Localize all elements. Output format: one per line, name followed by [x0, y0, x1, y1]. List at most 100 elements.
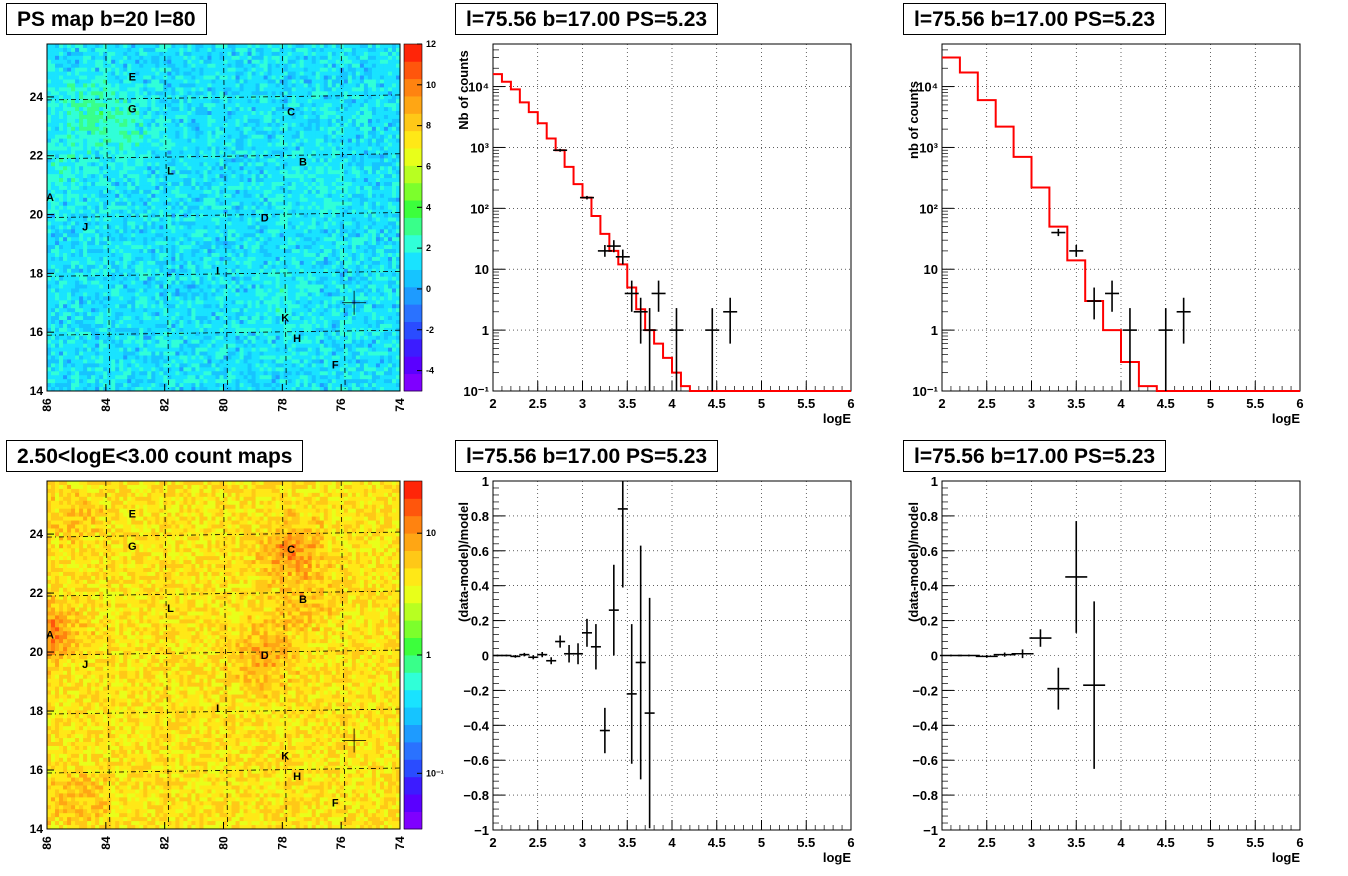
- ps_map-cell: [247, 59, 252, 65]
- ps_map-cell: [219, 67, 224, 72]
- ps_map-cell: [79, 268, 84, 274]
- ps_map-cell: [83, 44, 88, 49]
- ps_map-cell: [111, 79, 116, 84]
- ps_map-cell: [211, 209, 216, 214]
- ps_map-cell: [215, 114, 220, 120]
- ps_map-cell: [87, 182, 92, 187]
- ps_map-cell: [183, 174, 188, 179]
- ps_map-cell: [131, 343, 136, 349]
- ps_map-cell: [239, 189, 244, 195]
- ps_map-cell: [191, 79, 196, 84]
- ps_map-cell: [207, 367, 212, 372]
- ps_map-cell: [187, 114, 192, 120]
- ps_map-cell: [107, 241, 112, 246]
- ps_map-cell: [71, 71, 76, 76]
- ps_map-cell: [195, 272, 200, 278]
- ps_map-cell: [199, 162, 204, 167]
- ps_map-cell: [267, 225, 273, 230]
- ps_map-cell: [91, 260, 96, 266]
- ps_map-cell: [243, 205, 248, 211]
- ps_map-cell: [151, 347, 156, 352]
- ps_map-cell: [67, 146, 72, 151]
- ps_map-cell: [187, 134, 192, 140]
- ps_map-cell: [195, 146, 200, 151]
- ps_map-cell: [183, 379, 188, 384]
- ps_map-cell: [63, 264, 68, 270]
- ps_map-cell: [155, 83, 160, 88]
- ps_map-cell: [223, 193, 228, 199]
- ps_map-cell: [51, 316, 56, 321]
- ps_map-cell: [267, 122, 273, 128]
- ps_map-cell: [243, 225, 248, 230]
- ps_map-cell: [123, 213, 128, 218]
- ps_map-cell: [243, 134, 248, 140]
- ps_map-cell: [175, 335, 180, 341]
- ps_map-cell: [243, 304, 248, 309]
- ps_map-cell: [203, 280, 208, 285]
- ps_map-cell: [267, 221, 273, 226]
- ps_map-cell: [243, 363, 248, 368]
- ps_map-cell: [219, 359, 224, 364]
- ps_map-cell: [139, 75, 144, 80]
- ps_map-cell: [239, 367, 244, 372]
- ps_map-cell: [183, 182, 188, 187]
- ps_map-cell: [55, 351, 60, 356]
- ps_map-cell: [131, 284, 136, 289]
- ps_map-cell: [71, 130, 76, 136]
- ps_map-cell: [171, 47, 176, 53]
- ps_map-cell: [175, 170, 180, 175]
- ps_map-cell: [183, 44, 188, 49]
- ps_map-cell: [103, 138, 108, 143]
- ps_map-cell: [115, 387, 120, 392]
- ps_map-cell: [179, 150, 184, 155]
- ps_map-cell: [239, 387, 244, 392]
- ps_map-cell: [63, 249, 68, 254]
- ps_map-cell: [63, 71, 68, 76]
- ps_map-cell: [95, 260, 100, 266]
- ps_map-cell: [107, 264, 112, 270]
- ps_map-cell: [183, 205, 188, 211]
- ps_map-cell: [107, 296, 112, 301]
- ps_map-cell: [203, 182, 208, 187]
- ps_map-cell: [219, 150, 224, 155]
- ps_map-cell: [59, 99, 64, 104]
- ps_map-cell: [123, 272, 128, 278]
- ps_map-cell: [199, 107, 204, 112]
- ps_map-cell: [263, 241, 269, 246]
- ps_map-cell: [223, 138, 228, 143]
- ps_map-cell: [111, 150, 116, 155]
- ps_map-cell: [95, 363, 100, 368]
- ps_map-cell: [131, 75, 136, 80]
- ps_map-cell: [163, 300, 168, 305]
- ps_map-cell: [199, 387, 204, 392]
- ps_map-cell: [175, 99, 180, 104]
- ps_map-cell: [219, 182, 224, 187]
- ps_map-cell: [191, 233, 196, 238]
- ps_map-cell: [131, 150, 136, 155]
- ps_map-cell: [83, 178, 88, 183]
- ps_map-cell: [107, 130, 112, 136]
- ps_map-cell: [191, 249, 196, 254]
- ps_map-cell: [147, 213, 152, 218]
- ps_map-cell: [91, 197, 96, 203]
- ps_map-cell: [55, 87, 60, 92]
- ps_map-cell: [127, 170, 132, 175]
- ps_map-cell: [123, 280, 128, 285]
- ps_map-cell: [187, 107, 192, 112]
- ps_map-cell: [155, 193, 160, 199]
- ps_map-cell: [175, 166, 180, 171]
- ps_map-cell: [95, 284, 100, 289]
- ps_map-cell: [251, 221, 256, 226]
- ps_map-cell: [63, 67, 68, 72]
- ps_map-cell: [199, 178, 204, 183]
- ps_map-cell: [195, 268, 200, 274]
- ps_map-cell: [167, 189, 172, 195]
- ps_map-cell: [103, 162, 108, 167]
- ps_map-cell: [67, 213, 72, 218]
- ps_map-cell: [119, 252, 124, 258]
- ps_map-cell: [243, 375, 248, 380]
- ps_map-cell: [111, 158, 116, 163]
- ps_map-cell: [235, 256, 240, 262]
- ps_map-cell: [243, 312, 248, 317]
- ps_map-cell: [251, 347, 256, 352]
